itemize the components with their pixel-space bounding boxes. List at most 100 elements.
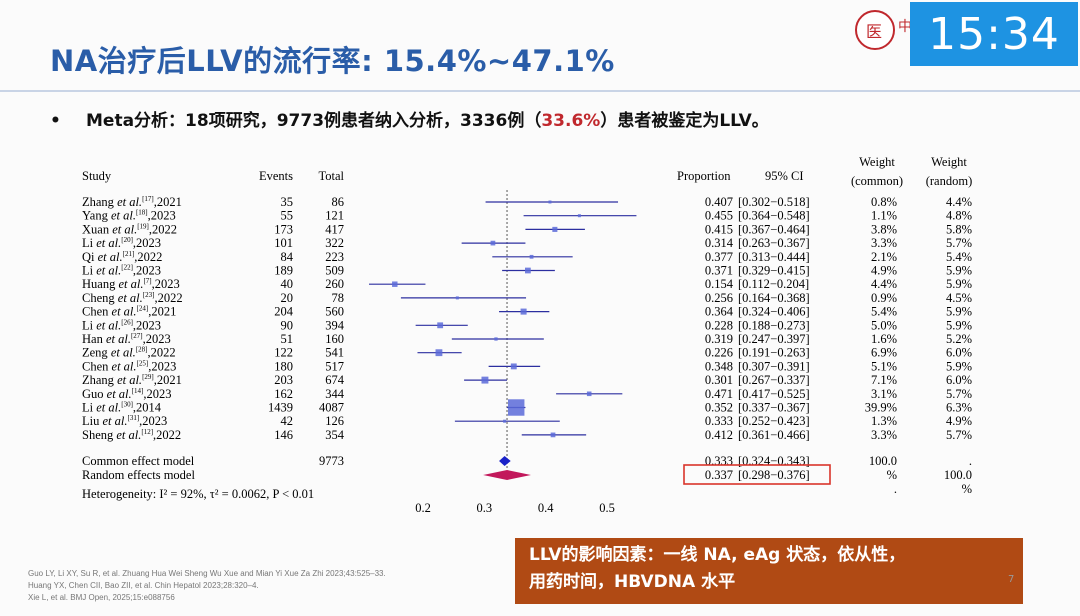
study-weight-random: 5.8%: [946, 222, 972, 236]
study-square: [508, 399, 525, 416]
highlight-box: [683, 464, 831, 485]
study-ci: [0.364−0.548]: [738, 209, 810, 223]
page-number: 7: [1008, 574, 1015, 585]
study-ci: [0.164−0.368]: [738, 291, 810, 305]
study-weight-common: 0.9%: [871, 291, 897, 305]
factors-box: LLV的影响因素：一线 NA, eAg 状态，依从性， 用药时间，HBVDNA …: [515, 538, 1023, 604]
study-ci: [0.417−0.525]: [738, 387, 810, 401]
study-weight-random: 5.7%: [946, 428, 972, 442]
study-name: Guo et al.[14],2023: [82, 387, 171, 401]
study-total: 322: [325, 236, 344, 250]
random-effects-label: Random effects model: [82, 468, 195, 482]
study-ci: [0.324−0.406]: [738, 305, 810, 319]
header-ci: 95% CI: [765, 169, 804, 183]
random-diamond: [483, 470, 531, 480]
study-weight-random: 4.8%: [946, 209, 972, 223]
study-proportion: 0.415: [705, 222, 733, 236]
study-name: Xuan et al.[19],2022: [82, 222, 177, 236]
x-tick-label: 0.3: [477, 501, 493, 515]
study-total: 126: [325, 414, 344, 428]
study-events: 1439: [268, 401, 293, 415]
study-weight-common: 3.3%: [871, 428, 897, 442]
study-proportion: 0.352: [705, 401, 733, 415]
study-ci: [0.307−0.391]: [738, 359, 810, 373]
common-diamond: [499, 456, 511, 466]
study-total: 517: [325, 359, 344, 373]
meta-analysis-bullet: • Meta分析：18项研究，9773例患者纳入分析，3336例（33.6%）患者…: [50, 106, 769, 131]
study-proportion: 0.407: [705, 195, 733, 209]
summary-ci: [0.298−0.376]: [738, 468, 810, 482]
study-ci: [0.329−0.415]: [738, 264, 810, 278]
study-proportion: 0.377: [705, 250, 733, 264]
header-total: Total: [318, 169, 344, 183]
study-square: [520, 308, 527, 315]
study-name: Cheng et al.[23],2022: [82, 291, 183, 305]
study-weight-random: 5.9%: [946, 277, 972, 291]
study-events: 203: [274, 373, 293, 387]
summary-weight-random: 100.0: [944, 468, 972, 482]
study-name: Li et al.[30],2014: [82, 401, 162, 415]
logo-glyph: 医: [866, 22, 883, 41]
study-ci: [0.302−0.518]: [738, 195, 810, 209]
reference-1: Guo LY, Li XY, Su R, et al. Zhuang Hua W…: [28, 569, 386, 578]
bullet-marker: •: [50, 111, 61, 131]
study-ci: [0.267−0.337]: [738, 373, 810, 387]
study-proportion: 0.348: [705, 359, 733, 373]
bullet-prefix: Meta分析：18项研究，9773例患者纳入分析，3336例（: [86, 111, 542, 131]
study-proportion: 0.226: [705, 346, 733, 360]
summary-proportion: 0.337: [705, 468, 733, 482]
study-weight-random: 5.4%: [946, 250, 972, 264]
study-square: [525, 267, 531, 274]
study-events: 20: [281, 291, 294, 305]
study-events: 180: [274, 359, 293, 373]
study-name: Zhang et al.[29],2021: [82, 373, 182, 387]
x-tick-label: 0.4: [538, 501, 554, 515]
study-square: [548, 200, 552, 204]
header-weight-common-sub: (common): [851, 174, 903, 188]
study-events: 55: [281, 209, 294, 223]
study-weight-random: 5.9%: [946, 264, 972, 278]
study-events: 42: [281, 414, 294, 428]
reference-3: Xie L, et al. BMJ Open, 2025;15:e088756: [28, 593, 175, 602]
study-name: Qi et al.[21],2022: [82, 250, 162, 264]
header-weight-random-sub: (random): [926, 174, 973, 188]
study-total: 78: [332, 291, 345, 305]
study-name: Chen et al.[25],2023: [82, 359, 176, 373]
study-weight-common: 5.4%: [871, 305, 897, 319]
study-weight-random: 4.9%: [946, 414, 972, 428]
study-name: Liu et al.[31],2023: [82, 414, 167, 428]
study-weight-common: 5.1%: [871, 359, 897, 373]
study-square: [494, 337, 498, 341]
study-square: [490, 240, 496, 246]
study-total: 509: [325, 264, 344, 278]
study-weight-common: 3.3%: [871, 236, 897, 250]
study-ci: [0.112−0.204]: [738, 277, 809, 291]
study-total: 417: [325, 222, 344, 236]
study-proportion: 0.256: [705, 291, 733, 305]
study-name: Chen et al.[24],2021: [82, 305, 176, 319]
university-logo-icon: 医: [855, 10, 895, 50]
study-name: Li et al.[26],2023: [82, 318, 161, 332]
study-total: 4087: [319, 401, 344, 415]
title-divider: [0, 90, 1080, 92]
timer: 15:34: [910, 2, 1078, 66]
x-tick-label: 0.2: [415, 501, 431, 515]
summary-ci: [0.324−0.343]: [738, 454, 810, 468]
study-name: Han et al.[27],2023: [82, 332, 171, 346]
study-weight-random: 5.7%: [946, 387, 972, 401]
study-events: 84: [281, 250, 294, 264]
study-square: [435, 349, 443, 357]
study-square: [455, 296, 459, 300]
study-square: [437, 322, 444, 329]
study-total: 560: [325, 305, 344, 319]
study-proportion: 0.371: [705, 264, 733, 278]
study-proportion: 0.412: [705, 428, 733, 442]
study-weight-common: 3.1%: [871, 387, 897, 401]
study-weight-random: 5.9%: [946, 318, 972, 332]
reference-2: Huang YX, Chen CII, Bao ZII, et al. Chin…: [28, 581, 259, 590]
header-weight-random: Weight: [931, 155, 967, 169]
heterogeneity: Heterogeneity: I² = 92%, τ² = 0.0062, P …: [82, 487, 314, 501]
study-weight-random: 5.9%: [946, 305, 972, 319]
study-name: Li et al.[22],2023: [82, 264, 161, 278]
